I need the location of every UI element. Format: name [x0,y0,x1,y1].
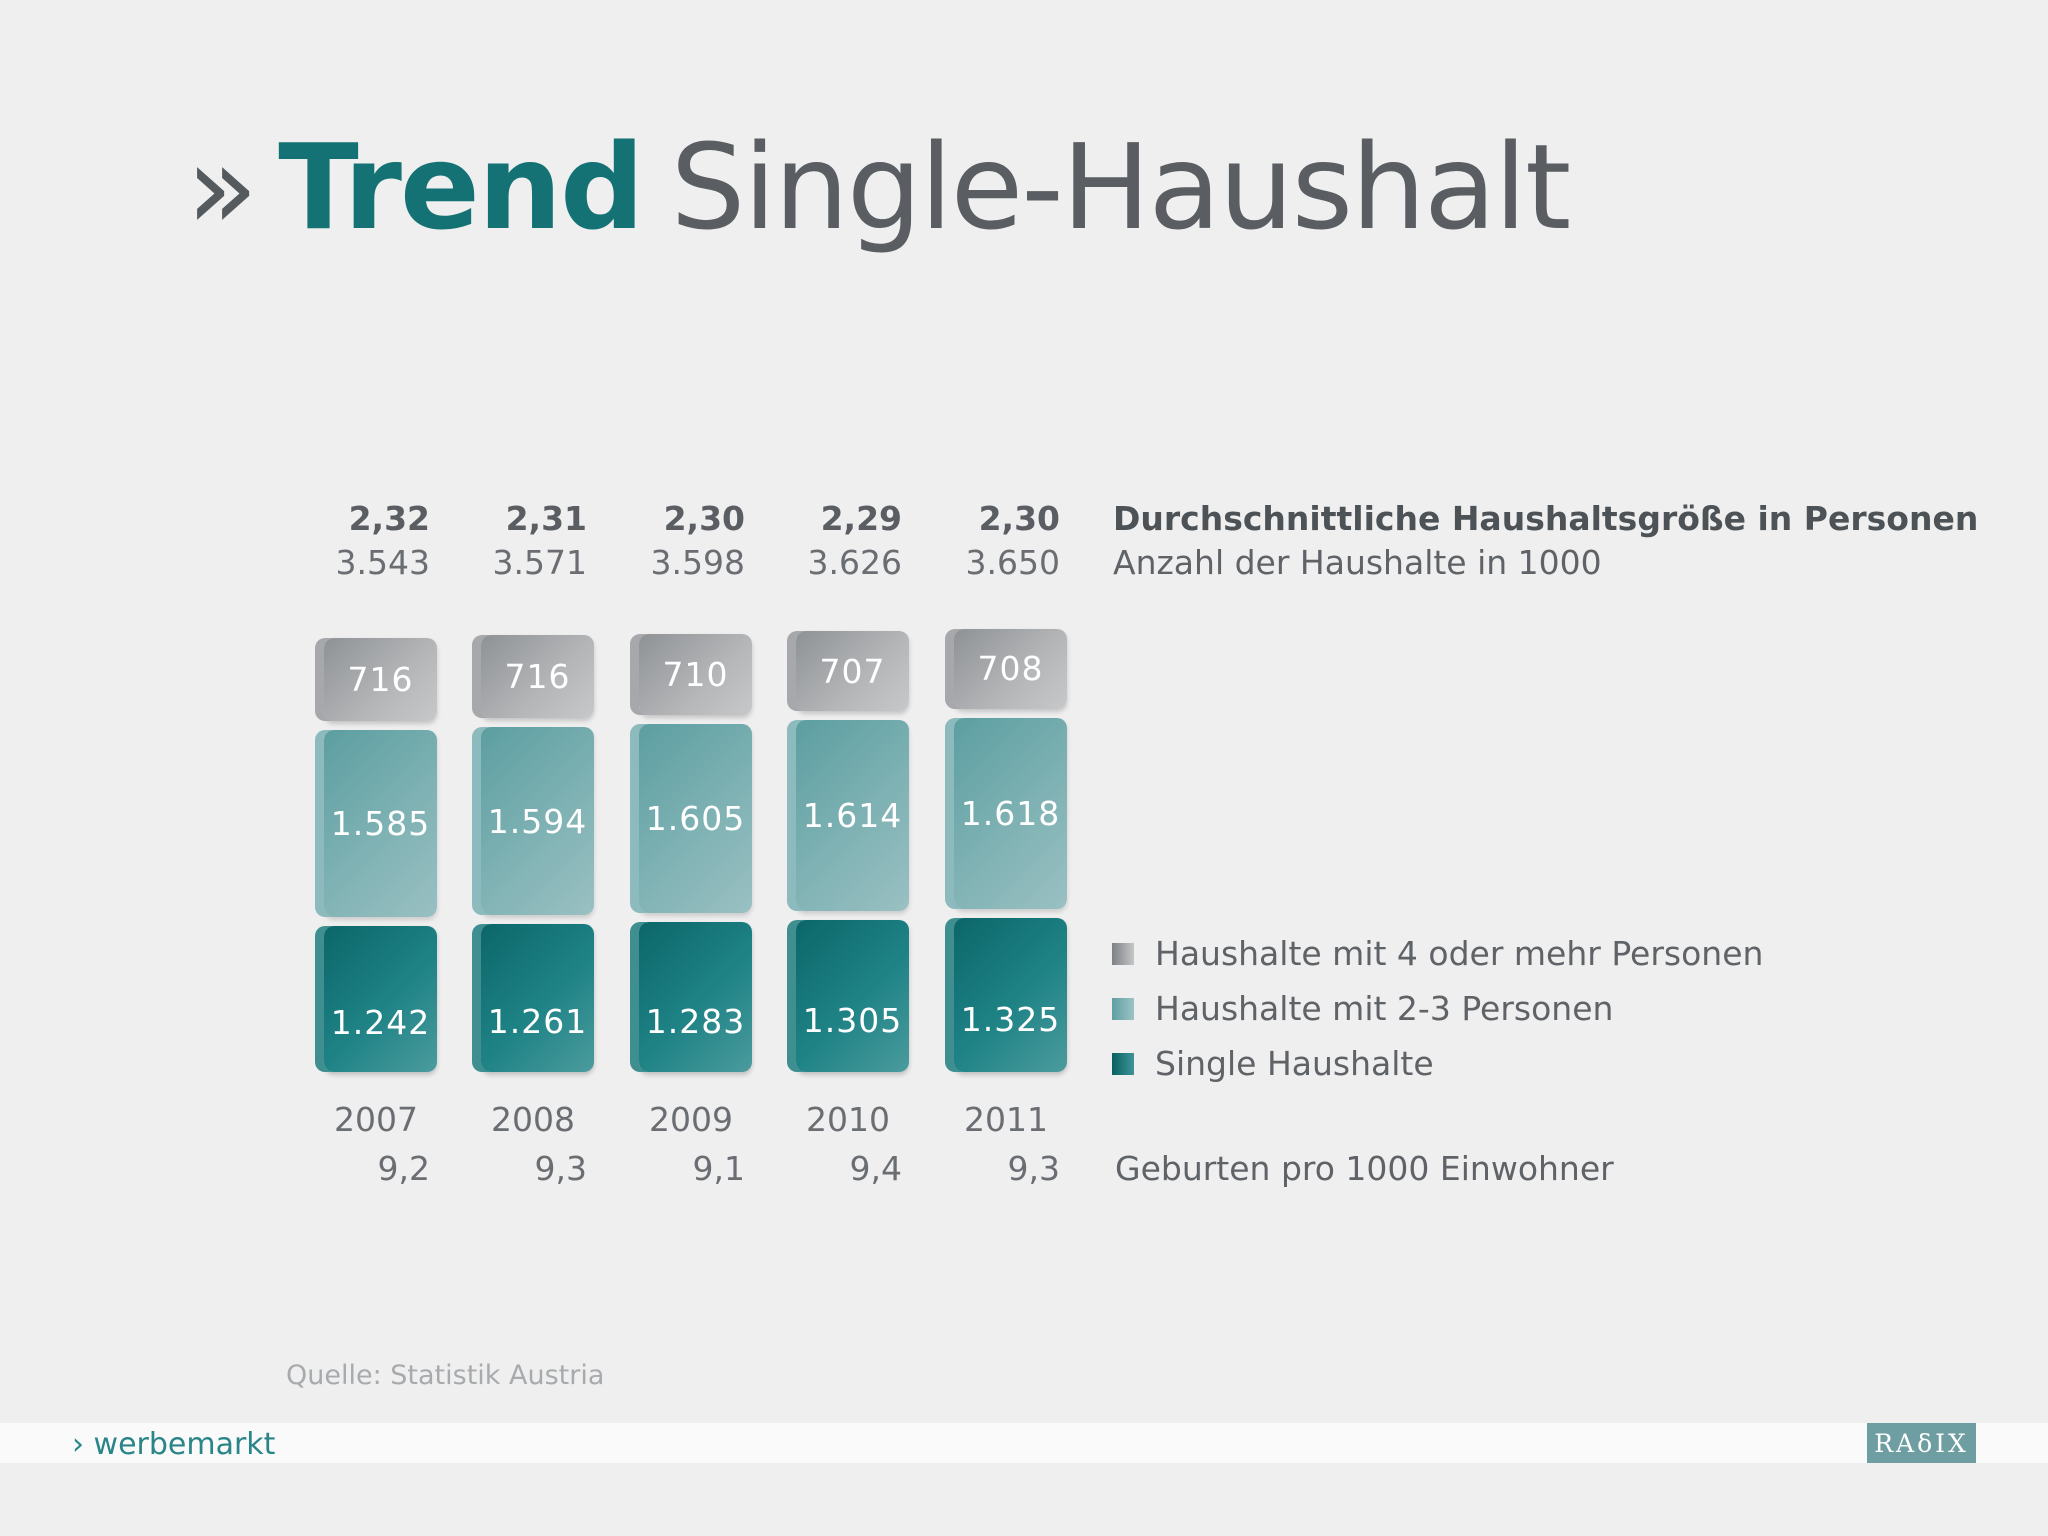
bar-segment-2-3-persons: 1.594 [481,727,594,916]
footer-brand: › werbemarkt [72,1427,276,1462]
data-label-4-plus-persons: 710 [662,654,729,694]
households-total-value: 3.598 [650,543,745,582]
households-total-value: 3.571 [492,543,587,582]
births-value: 9,1 [692,1149,745,1188]
births-row-label: Geburten pro 1000 Einwohner [1115,1149,1614,1188]
year-tick-label: 2008 [491,1100,575,1139]
data-label-single: 1.325 [960,1000,1061,1040]
bar-segment-4-plus-persons: 716 [481,635,594,719]
avg-household-size-value: 2,31 [505,499,587,538]
households-row-label: Anzahl der Haushalte in 1000 [1113,543,1602,582]
data-label-2-3-persons: 1.618 [960,794,1061,833]
bar-segment-single: 1.261 [481,924,594,1072]
data-label-2-3-persons: 1.614 [802,796,903,836]
title-highlight: Trend [278,118,644,256]
births-value: 9,2 [377,1149,430,1188]
bar-segment-4-plus-persons: 707 [796,631,909,712]
data-label-4-plus-persons: 708 [977,649,1044,689]
bar-segment-4-plus-persons: 710 [639,633,752,715]
chart-legend: Haushalte mit 4 oder mehr Personen Haush… [1112,926,1763,1091]
data-label-single: 1.261 [487,1002,588,1042]
households-total-value: 3.626 [807,543,902,582]
source-note: Quelle: Statistik Austria [286,1360,605,1391]
bar-segment-4-plus-persons: 716 [324,638,437,721]
title-rest: Single-Haushalt [670,118,1571,256]
year-tick-label: 2011 [964,1100,1048,1139]
bar-segment-single: 1.305 [796,919,909,1072]
avg-household-size-value: 2,32 [348,499,430,538]
legend-item-mid-households: Haushalte mit 2-3 Personen [1112,981,1763,1036]
bar-segment-single: 1.325 [954,918,1067,1072]
legend-label: Haushalte mit 2-3 Personen [1155,989,1614,1028]
households-total-value: 3.543 [335,543,430,582]
legend-label: Haushalte mit 4 oder mehr Personen [1155,934,1764,973]
avg-size-row-label: Durchschnittliche Haushaltsgröße in Pers… [1113,499,1979,538]
bar-segment-single: 1.283 [639,922,752,1072]
data-label-2-3-persons: 1.605 [645,798,746,838]
bar-segment-2-3-persons: 1.618 [954,718,1067,909]
bar-segment-4-plus-persons: 708 [954,628,1067,709]
footer-bar [0,1423,2048,1463]
data-label-4-plus-persons: 707 [819,651,886,691]
data-label-single: 1.242 [330,1002,431,1042]
legend-swatch-single-households [1112,1052,1134,1075]
bar-segment-single: 1.242 [324,926,437,1072]
data-label-4-plus-persons: 716 [347,660,414,699]
data-label-single: 1.283 [645,1001,746,1041]
avg-household-size-value: 2,30 [978,499,1060,538]
data-label-single: 1.305 [802,1000,903,1040]
slide-title: » Trend Single-Haushalt [186,128,1571,246]
births-value: 9,4 [849,1149,902,1188]
bar-segment-2-3-persons: 1.614 [796,720,909,911]
year-tick-label: 2010 [806,1100,890,1139]
legend-item-single-households: Single Haushalte [1112,1036,1763,1091]
year-tick-label: 2009 [649,1100,733,1139]
births-value: 9,3 [1007,1149,1060,1188]
data-label-2-3-persons: 1.594 [487,801,588,841]
households-total-value: 3.650 [965,543,1060,582]
avg-household-size-value: 2,30 [663,499,745,538]
data-label-2-3-persons: 1.585 [330,804,431,843]
bar-segment-2-3-persons: 1.585 [324,730,437,917]
legend-item-big-households: Haushalte mit 4 oder mehr Personen [1112,926,1763,981]
bar-segment-2-3-persons: 1.605 [639,723,752,914]
title-prefix: » [186,118,258,256]
data-label-4-plus-persons: 716 [504,657,571,697]
legend-label: Single Haushalte [1155,1044,1434,1083]
year-tick-label: 2007 [334,1100,418,1139]
births-value: 9,3 [534,1149,587,1188]
avg-household-size-value: 2,29 [820,499,902,538]
radix-logo: RAδIX [1867,1423,1976,1463]
legend-swatch-mid-households [1112,997,1134,1020]
legend-swatch-big-households [1112,942,1134,965]
